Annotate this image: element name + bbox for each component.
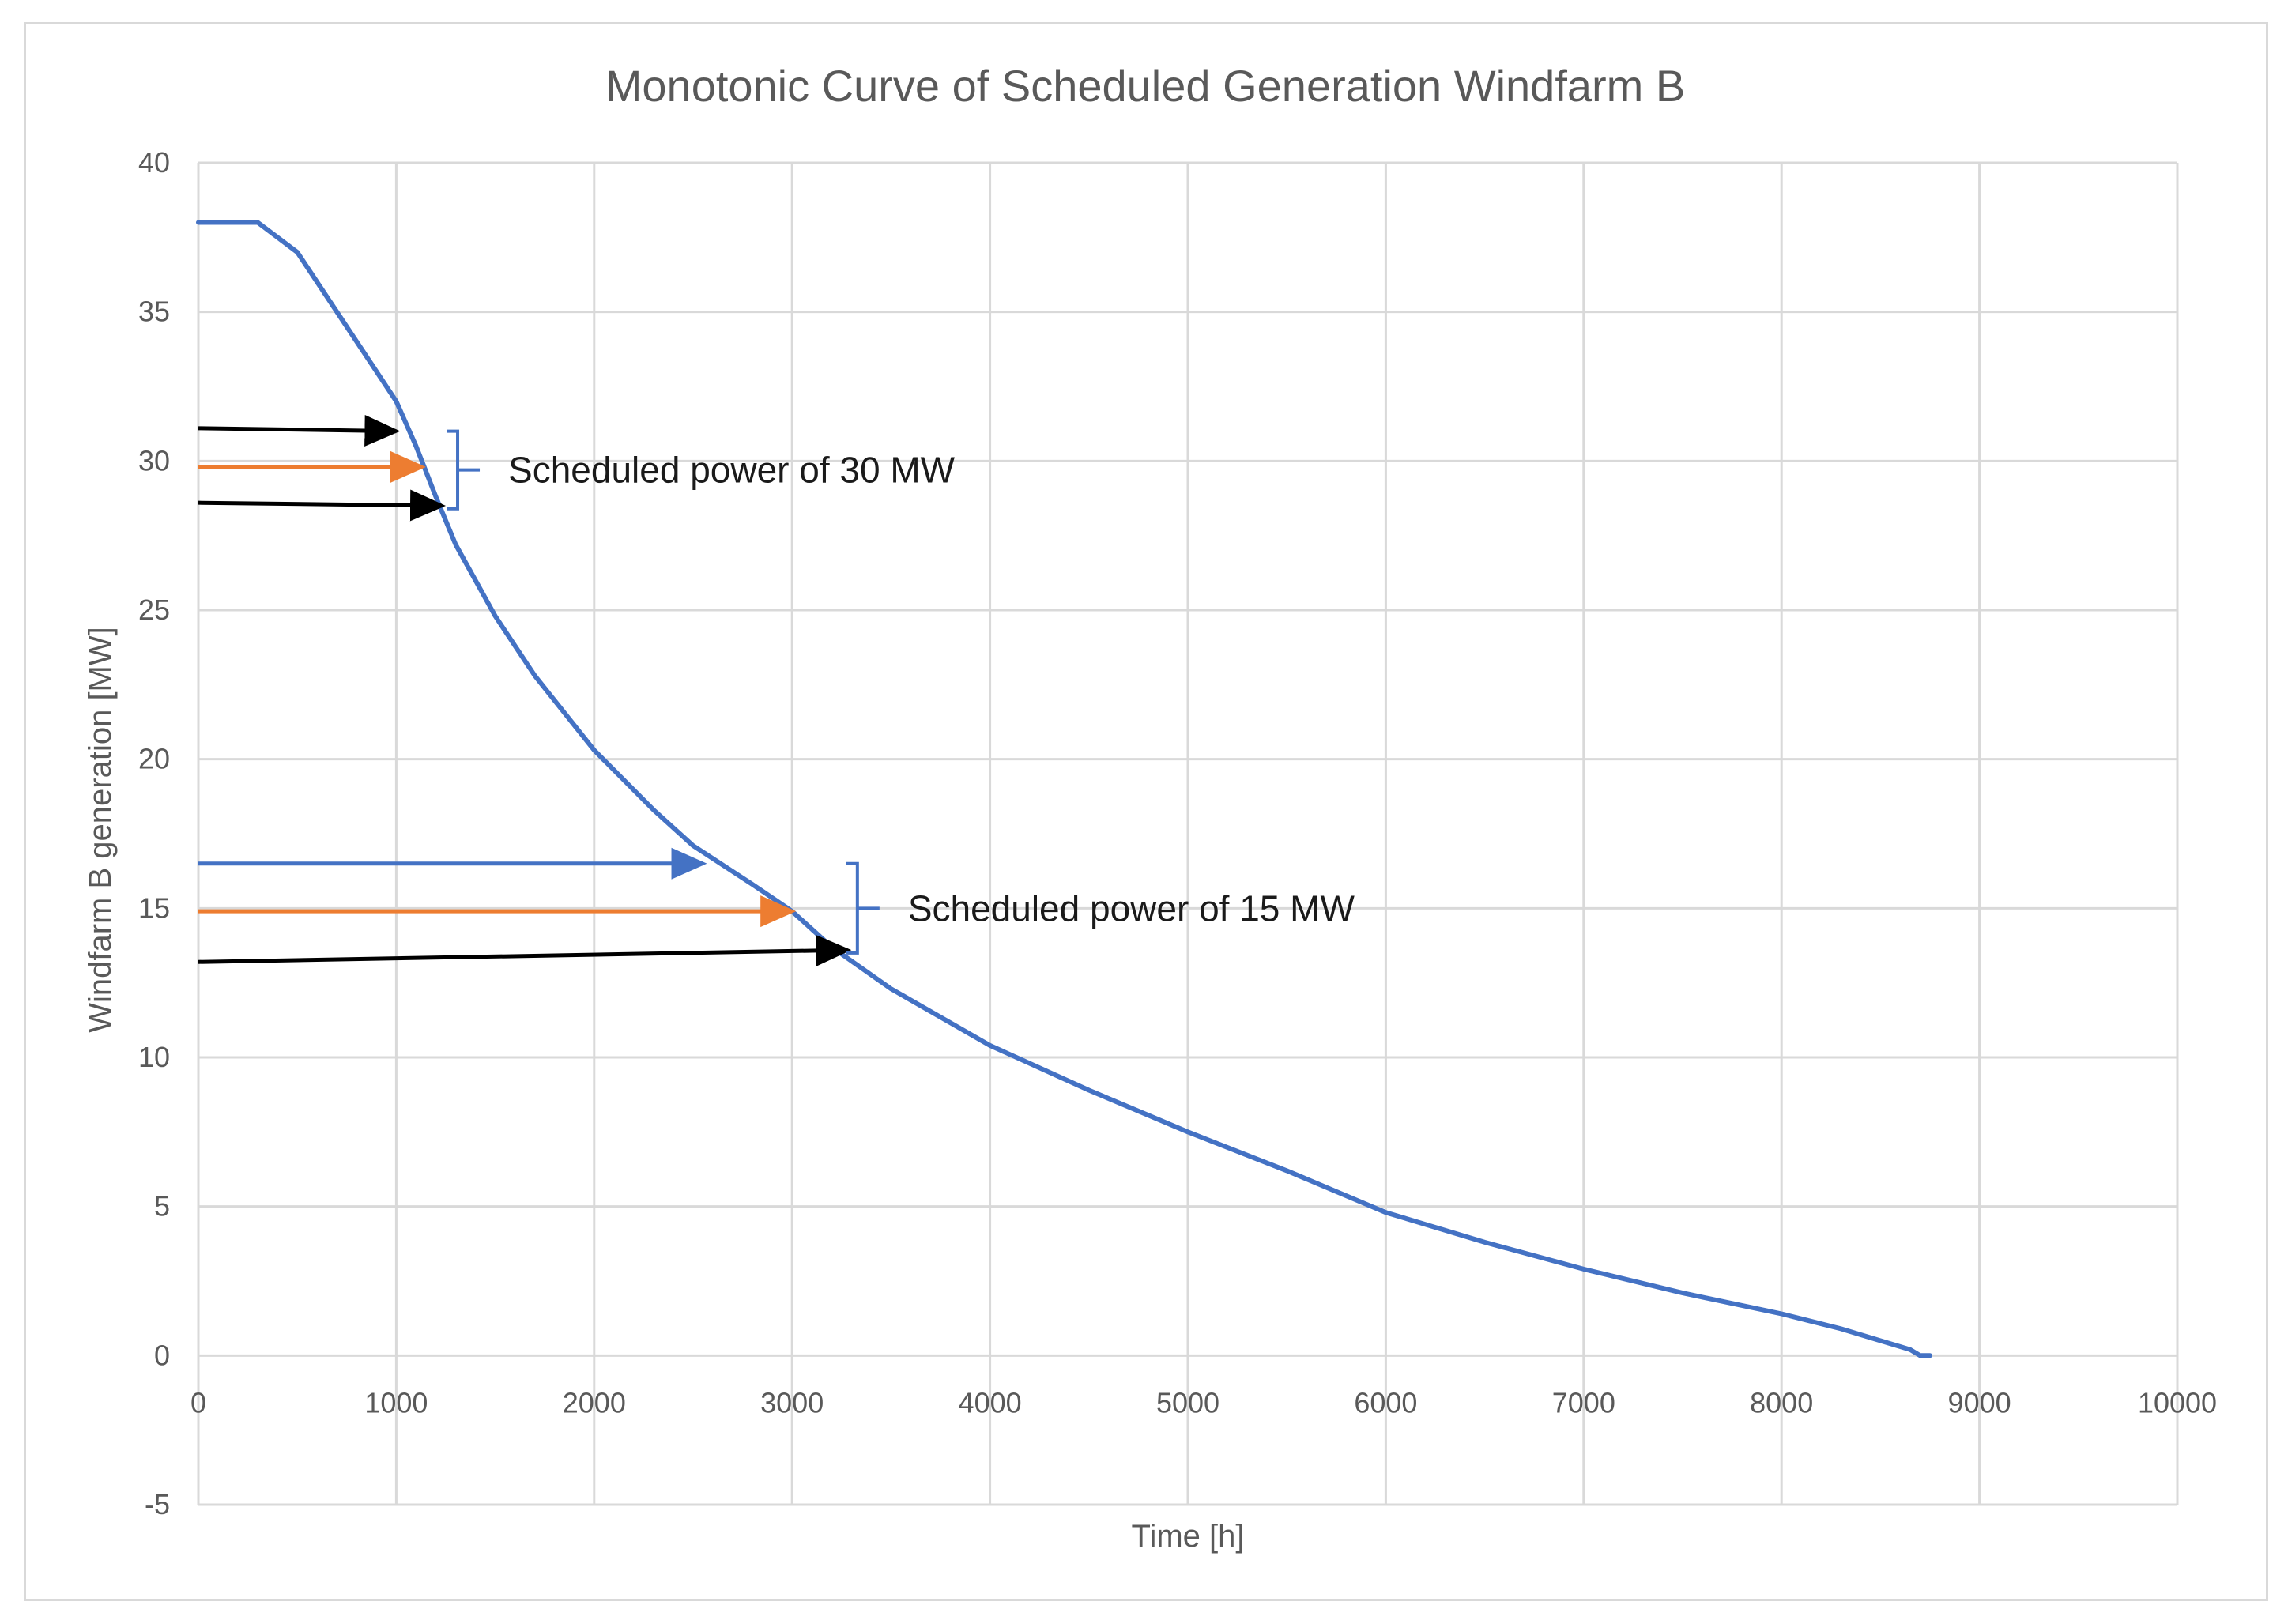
y-tick-label: 25 [138, 593, 170, 626]
arrow-30-lower [198, 489, 446, 522]
y-tick-label: 10 [138, 1041, 170, 1073]
x-tick-label: 4000 [959, 1386, 1022, 1419]
y-tick-label: 20 [138, 743, 170, 775]
x-tick-label: 6000 [1354, 1386, 1417, 1419]
x-tick-label: 10000 [2138, 1386, 2217, 1419]
y-tick-label: 35 [138, 296, 170, 328]
label-30-bracket [447, 429, 481, 511]
y-axis-ticks: 40 35 30 25 20 15 10 5 0 -5 [138, 146, 170, 1520]
chart-frame [24, 22, 2268, 1601]
y-axis-title: Windfarm B generation [MW] [83, 627, 118, 1033]
series-layer [196, 220, 1932, 1358]
series-line [196, 220, 1932, 1358]
x-tick-label: 3000 [760, 1386, 824, 1419]
annotation-layer: Scheduled power of 30 MW Scheduled power … [198, 414, 1355, 966]
chart-title: Monotonic Curve of Scheduled Generation … [605, 61, 1685, 111]
x-tick-label: 9000 [1948, 1386, 2011, 1419]
arrow-15-lower [198, 934, 852, 966]
y-tick-label: -5 [145, 1488, 170, 1520]
y-tick-label: 30 [138, 444, 170, 477]
y-tick-label: 5 [154, 1190, 170, 1223]
label-15-bracket [846, 861, 880, 955]
y-tick-label: 0 [154, 1339, 170, 1371]
x-tick-label: 1000 [364, 1386, 428, 1419]
x-tick-label: 0 [190, 1386, 206, 1419]
x-axis-ticks: 0 1000 2000 3000 4000 5000 6000 7000 8000 9000 100… [190, 1386, 2217, 1419]
x-tick-label: 7000 [1552, 1386, 1615, 1419]
x-tick-label: 8000 [1750, 1386, 1813, 1419]
label-30: Scheduled power of 30 MW [508, 450, 956, 491]
grid [197, 161, 2179, 1506]
y-tick-label: 15 [138, 891, 170, 924]
x-tick-label: 2000 [563, 1386, 626, 1419]
arrow-30-upper [198, 414, 401, 447]
label-15: Scheduled power of 15 MW [908, 887, 1355, 929]
x-tick-label: 5000 [1156, 1386, 1219, 1419]
y-tick-label: 40 [138, 146, 170, 179]
x-axis-title: Time [h] [1132, 1519, 1245, 1554]
